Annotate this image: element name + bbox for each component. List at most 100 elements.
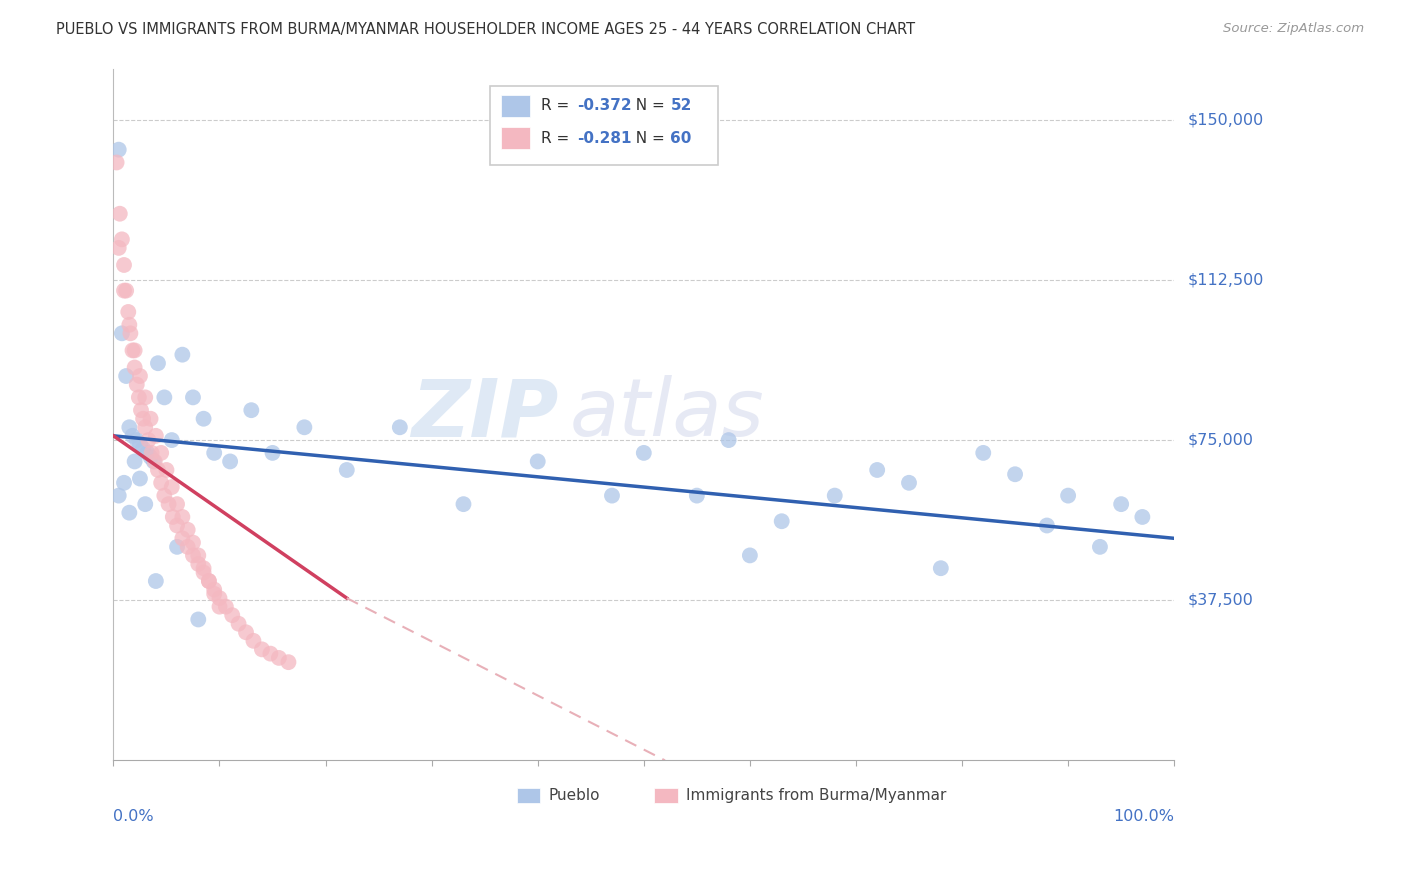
Point <box>166 518 188 533</box>
Point <box>600 489 623 503</box>
Point <box>181 390 204 404</box>
Point <box>132 442 155 456</box>
Point <box>118 318 141 332</box>
Point <box>198 574 221 588</box>
Point <box>208 591 231 606</box>
Point <box>193 411 215 425</box>
Point <box>187 612 209 626</box>
Point <box>105 155 128 169</box>
Text: R =: R = <box>541 98 574 112</box>
Point <box>146 463 169 477</box>
Point <box>129 403 152 417</box>
Point <box>262 446 284 460</box>
Point <box>202 446 225 460</box>
Point <box>111 326 134 341</box>
Point <box>160 433 183 447</box>
Point <box>259 647 281 661</box>
Point <box>187 557 209 571</box>
Point <box>107 489 129 503</box>
Text: N =: N = <box>626 131 669 146</box>
Text: $75,000: $75,000 <box>1188 433 1254 448</box>
Point <box>121 429 143 443</box>
Point <box>526 454 548 468</box>
Text: N =: N = <box>626 98 669 112</box>
Point <box>193 561 215 575</box>
Point <box>150 475 173 490</box>
Point <box>388 420 411 434</box>
Point <box>129 369 152 384</box>
Text: Immigrants from Burma/Myanmar: Immigrants from Burma/Myanmar <box>686 789 946 803</box>
Bar <box>654 788 678 804</box>
Point <box>187 549 209 563</box>
Point <box>139 450 162 465</box>
Point <box>166 540 188 554</box>
Point <box>242 633 264 648</box>
Text: Source: ZipAtlas.com: Source: ZipAtlas.com <box>1223 22 1364 36</box>
Point <box>1057 489 1080 503</box>
Point <box>112 475 135 490</box>
Point <box>107 143 129 157</box>
Point <box>112 258 135 272</box>
Point <box>134 390 156 404</box>
Point <box>1130 510 1153 524</box>
Point <box>162 510 184 524</box>
Text: 60: 60 <box>671 131 692 146</box>
Point <box>717 433 740 447</box>
Point <box>228 616 250 631</box>
Point <box>121 343 143 358</box>
Point <box>172 510 194 524</box>
Point <box>132 411 155 425</box>
Point <box>221 608 243 623</box>
Point <box>172 531 194 545</box>
Point <box>686 489 709 503</box>
Point <box>115 369 138 384</box>
Point <box>633 446 655 460</box>
Point <box>292 420 315 434</box>
Text: 52: 52 <box>671 98 692 112</box>
Point <box>898 475 921 490</box>
Point <box>139 411 162 425</box>
Point <box>202 582 225 597</box>
Point <box>198 574 221 588</box>
Text: $37,500: $37,500 <box>1188 593 1254 607</box>
Point <box>107 241 129 255</box>
Point <box>124 343 146 358</box>
Point <box>215 599 238 614</box>
Point <box>145 429 167 443</box>
Point <box>250 642 273 657</box>
Point <box>134 420 156 434</box>
Bar <box>516 788 540 804</box>
Point <box>1036 518 1059 533</box>
Text: $112,500: $112,500 <box>1188 272 1264 287</box>
Point <box>143 454 166 468</box>
Point <box>181 549 204 563</box>
Point <box>128 390 150 404</box>
Point <box>145 574 167 588</box>
Point <box>134 497 156 511</box>
Text: -0.281: -0.281 <box>576 131 631 146</box>
FancyBboxPatch shape <box>501 95 530 117</box>
Point <box>202 587 225 601</box>
Point <box>453 497 475 511</box>
Point <box>1109 497 1132 511</box>
Text: Pueblo: Pueblo <box>548 789 600 803</box>
FancyBboxPatch shape <box>491 86 718 165</box>
Point <box>929 561 952 575</box>
Point <box>108 207 131 221</box>
Point <box>125 433 148 447</box>
Text: atlas: atlas <box>569 376 765 453</box>
Point <box>153 489 176 503</box>
Point <box>153 390 176 404</box>
Text: PUEBLO VS IMMIGRANTS FROM BURMA/MYANMAR HOUSEHOLDER INCOME AGES 25 - 44 YEARS CO: PUEBLO VS IMMIGRANTS FROM BURMA/MYANMAR … <box>56 22 915 37</box>
Point <box>277 655 299 669</box>
Point <box>738 549 761 563</box>
Point <box>866 463 889 477</box>
Point <box>181 535 204 549</box>
Point <box>172 348 194 362</box>
Point <box>1004 467 1026 482</box>
Point <box>118 506 141 520</box>
Point <box>770 514 793 528</box>
Point <box>111 232 134 246</box>
Point <box>157 497 180 511</box>
Point <box>124 454 146 468</box>
